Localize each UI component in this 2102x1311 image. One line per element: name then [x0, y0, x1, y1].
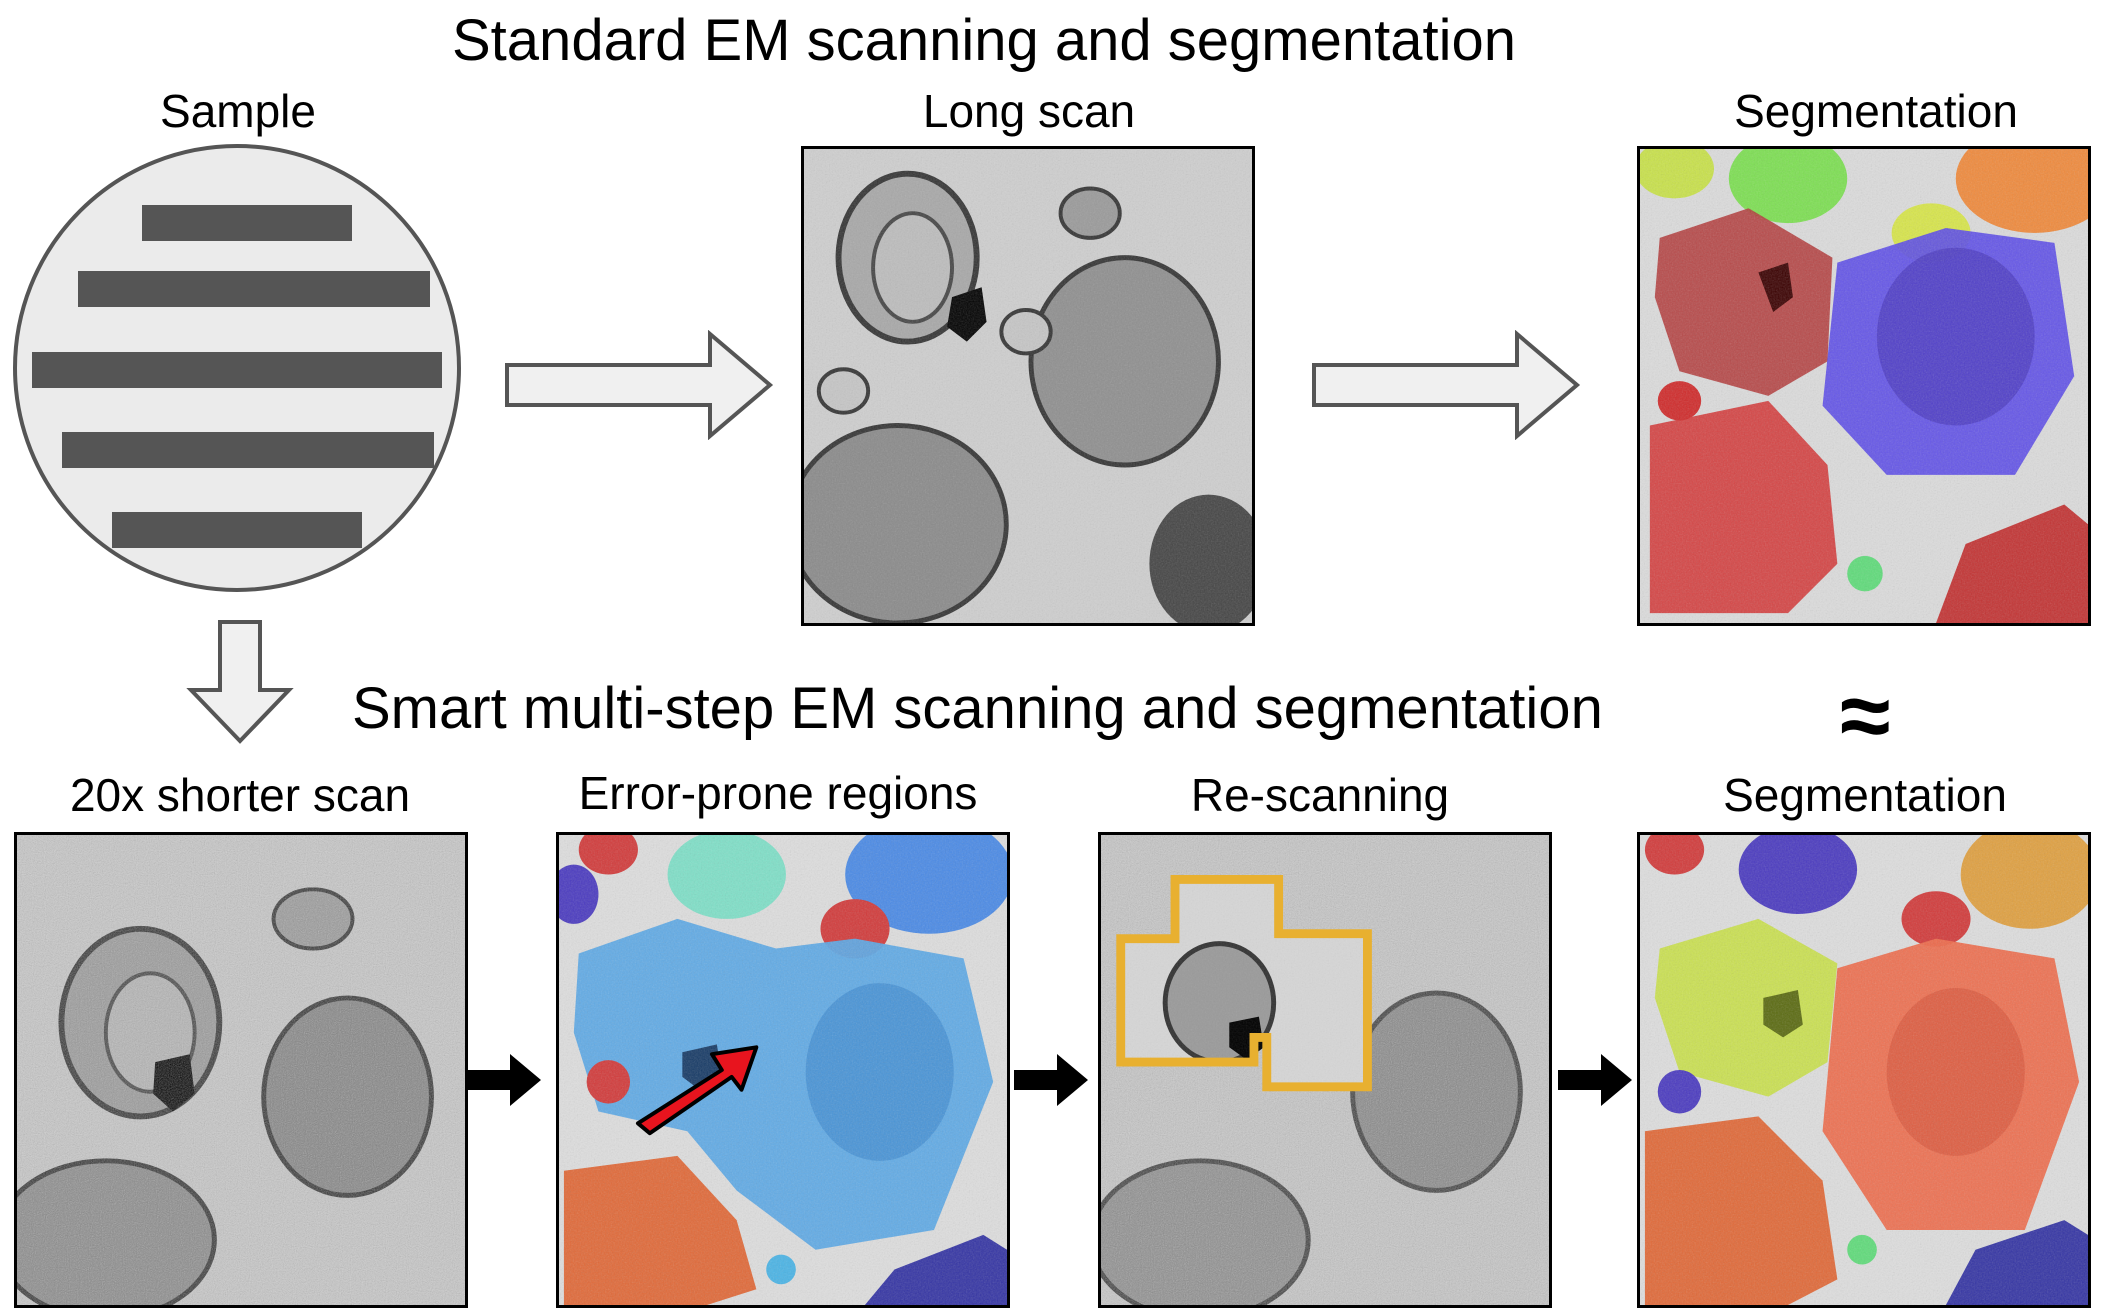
sample-bar: [32, 352, 442, 388]
error-prone-label: Error-prone regions: [578, 767, 978, 819]
hollow-arrow-icon: [505, 330, 774, 440]
hollow-arrow-down-icon: [186, 620, 294, 744]
middle-heading: Smart multi-step EM scanning and segment…: [352, 676, 1603, 741]
long-scan-image: [801, 146, 1255, 626]
segmentation-bottom-image: [1637, 832, 2091, 1308]
sample-bar: [62, 432, 434, 468]
segmentation-bottom-label: Segmentation: [1723, 769, 2007, 821]
rescanning-image: [1098, 832, 1552, 1308]
error-prone-image: [556, 832, 1010, 1308]
segmentation-top-image: [1637, 146, 2091, 626]
hollow-arrow-icon: [1312, 330, 1581, 440]
rescan-region-outline: [1116, 874, 1372, 1092]
red-arrow-icon: [635, 1045, 759, 1136]
short-scan-image: [14, 832, 468, 1308]
sample-label: Sample: [160, 85, 316, 137]
sample-bar: [78, 271, 430, 307]
long-scan-label: Long scan: [922, 85, 1136, 137]
sample-bar: [112, 512, 362, 548]
rescanning-label: Re-scanning: [1190, 769, 1450, 821]
approximately-equal-symbol: ≈: [1840, 665, 1891, 767]
segmentation-top-label: Segmentation: [1734, 85, 2018, 137]
black-arrow-icon: [1014, 1054, 1088, 1106]
sample-bar: [142, 205, 352, 241]
top-heading: Standard EM scanning and segmentation: [452, 8, 1517, 73]
black-arrow-icon: [1558, 1054, 1632, 1106]
short-scan-label: 20x shorter scan: [69, 769, 411, 821]
sample-disc: [13, 144, 461, 592]
black-arrow-icon: [467, 1054, 541, 1106]
